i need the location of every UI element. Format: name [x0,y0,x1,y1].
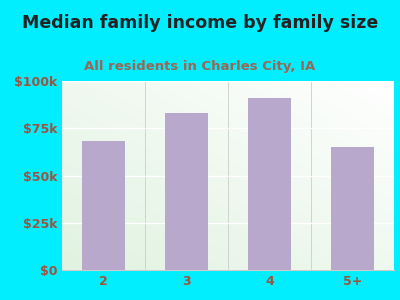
Text: Median family income by family size: Median family income by family size [22,14,378,32]
Bar [248,98,291,270]
Bar [165,113,208,270]
Bar [82,142,125,270]
Bar [331,147,374,270]
Text: All residents in Charles City, IA: All residents in Charles City, IA [84,60,316,73]
